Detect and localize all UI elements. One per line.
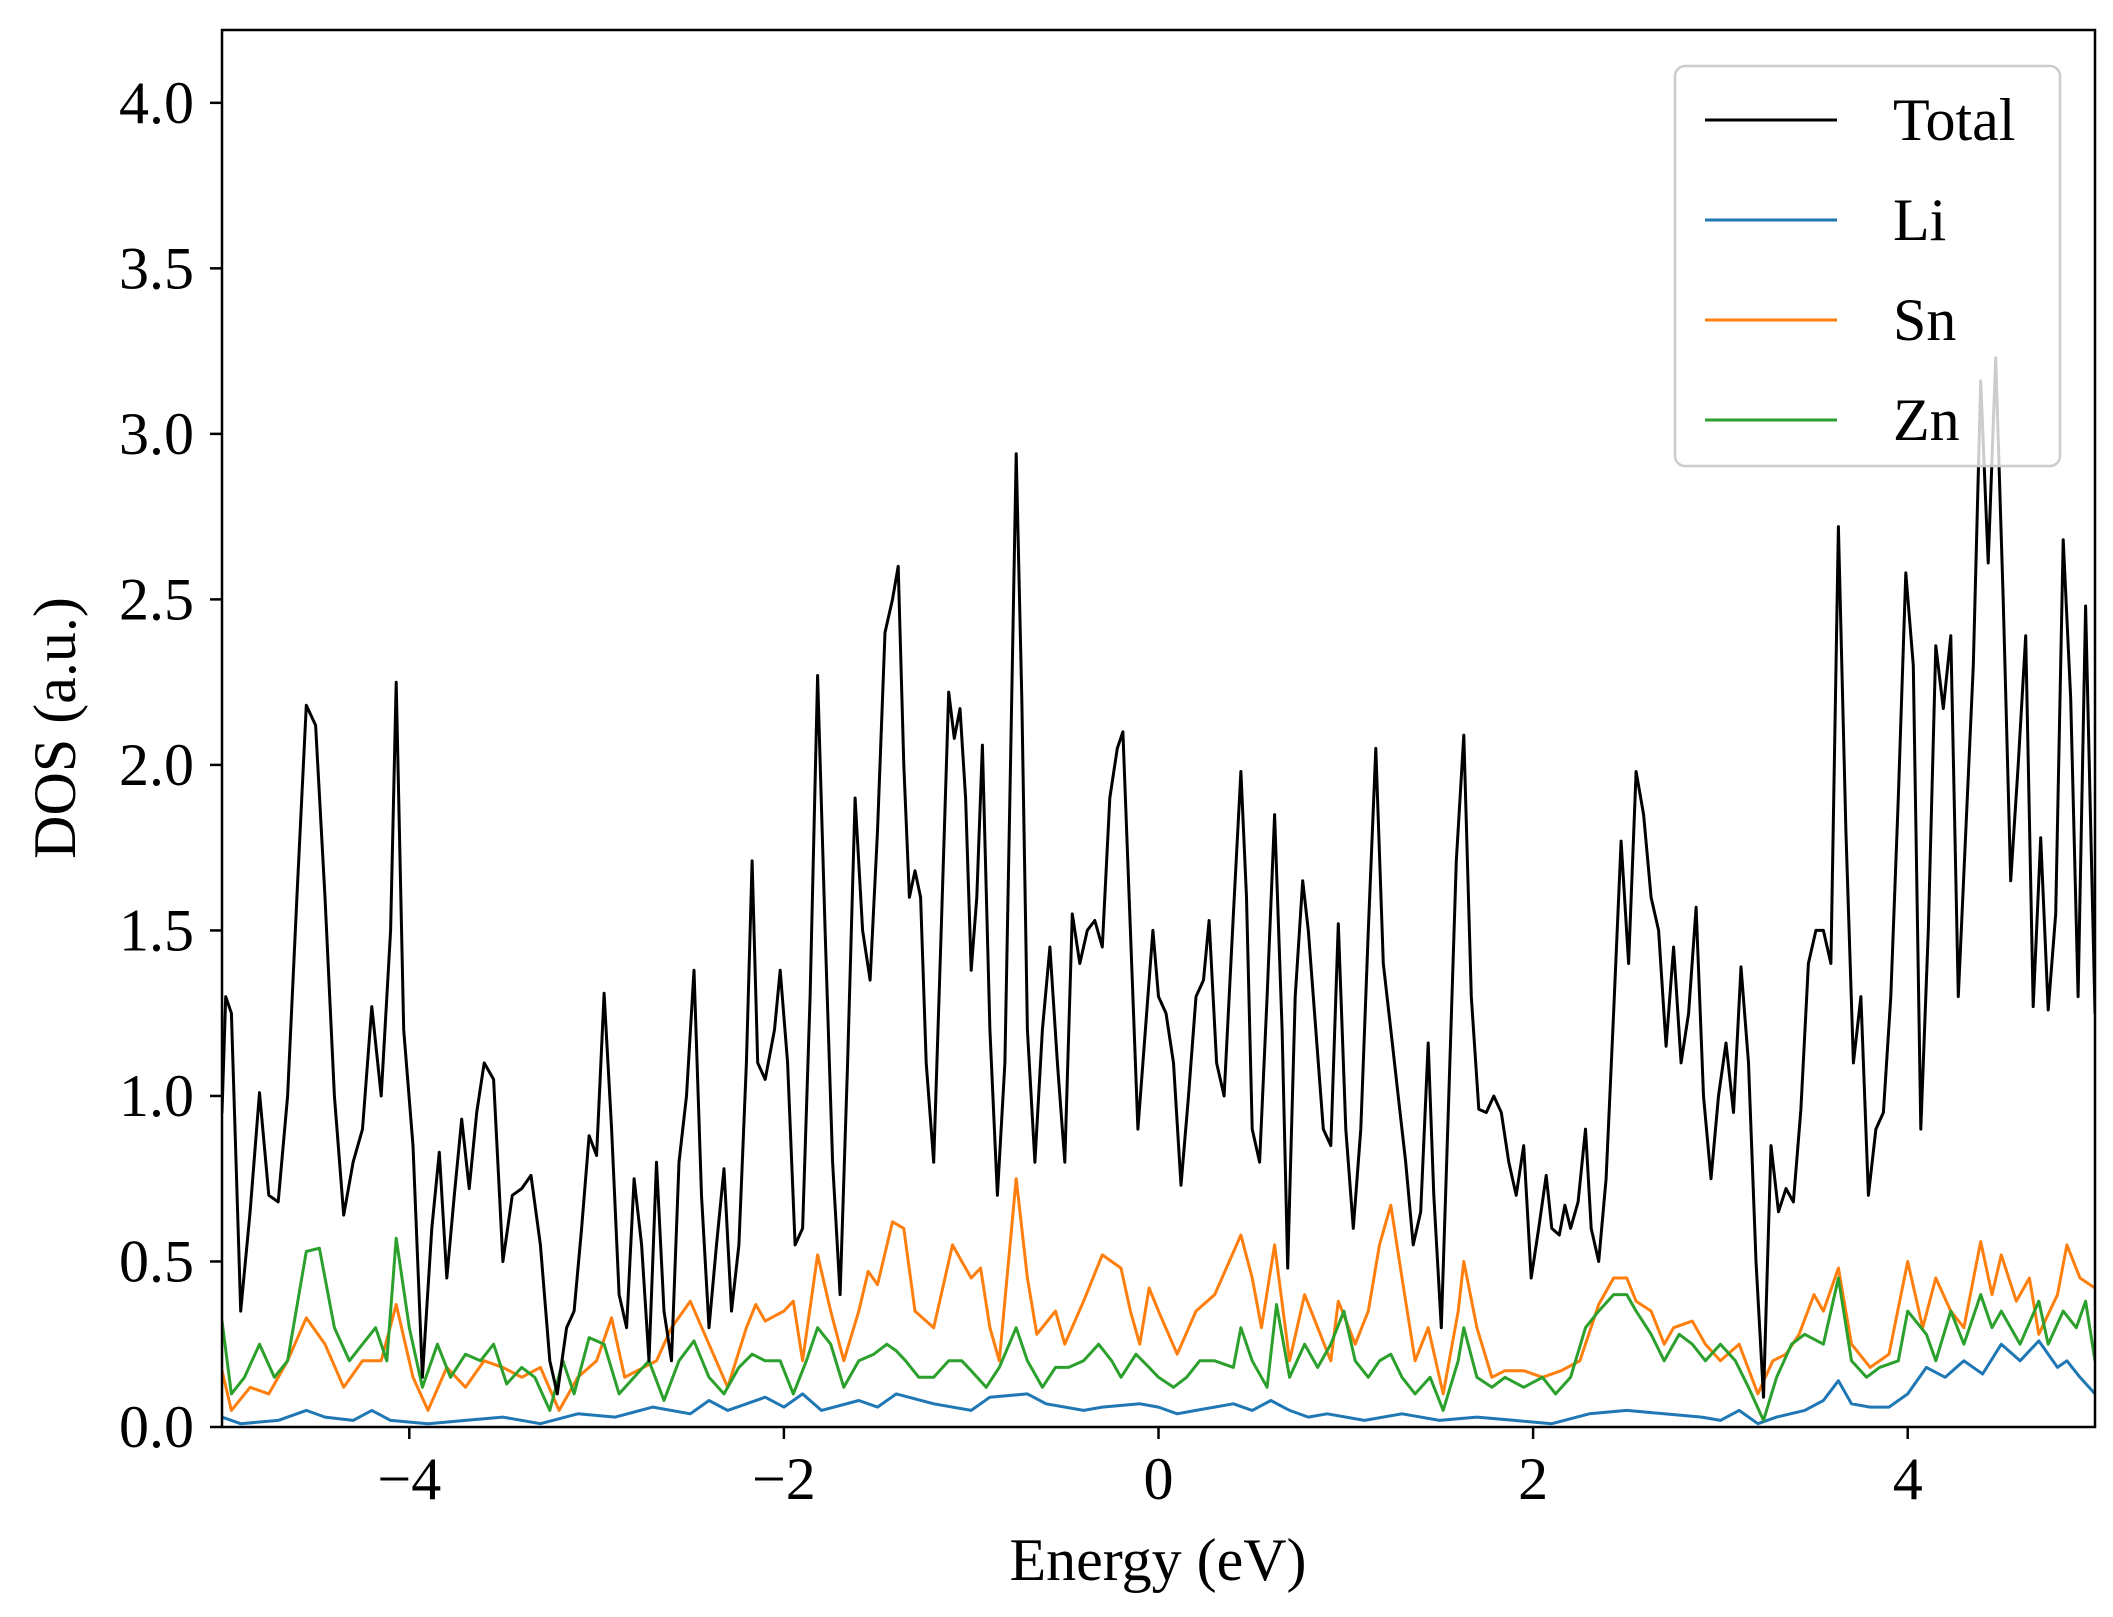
- x-tick-label: −4: [377, 1446, 441, 1512]
- legend-label-li: Li: [1893, 187, 1946, 253]
- plot-area: −4 −2 0 2 4 0.0 0.5 1.0 1.5 2.0 2.5 3.0 3.5 4.0: [119, 28, 2097, 1512]
- x-tick-label: 0: [1144, 1446, 1174, 1512]
- y-tick-label: 2.5: [119, 566, 194, 632]
- y-tick-label: 1.0: [119, 1063, 194, 1129]
- series-line-total: [222, 356, 2095, 1399]
- x-axis-ticks: −4 −2 0 2 4: [377, 1427, 1923, 1512]
- x-tick-label: −2: [752, 1446, 816, 1512]
- legend-box: [1673, 64, 2062, 468]
- y-tick-label: 3.0: [119, 401, 194, 467]
- y-tick-label: 0.5: [119, 1228, 194, 1294]
- y-tick-label: 1.5: [119, 897, 194, 963]
- y-tick-label: 2.0: [119, 732, 194, 798]
- x-tick-label: 2: [1518, 1446, 1548, 1512]
- legend-label-zn: Zn: [1893, 387, 1960, 453]
- y-axis-label: DOS (a.u.): [22, 597, 88, 859]
- legend-label-sn: Sn: [1893, 287, 1956, 353]
- y-tick-label: 4.0: [119, 70, 194, 136]
- series-line-zn: [222, 1236, 2095, 1422]
- series-layer: [222, 356, 2095, 1426]
- y-tick-label: 0.0: [119, 1394, 194, 1460]
- y-tick-label: 3.5: [119, 235, 194, 301]
- x-axis-label: Energy (eV): [1009, 1527, 1306, 1593]
- legend-items: Total Li Sn Zn: [1705, 87, 2015, 453]
- x-tick-label: 4: [1893, 1446, 1923, 1512]
- series-line-li: [222, 1339, 2095, 1426]
- y-axis-ticks: 0.0 0.5 1.0 1.5 2.0 2.5 3.0 3.5 4.0: [119, 70, 222, 1460]
- legend: Total Li Sn Zn: [1673, 64, 2062, 468]
- legend-label-total: Total: [1893, 87, 2015, 153]
